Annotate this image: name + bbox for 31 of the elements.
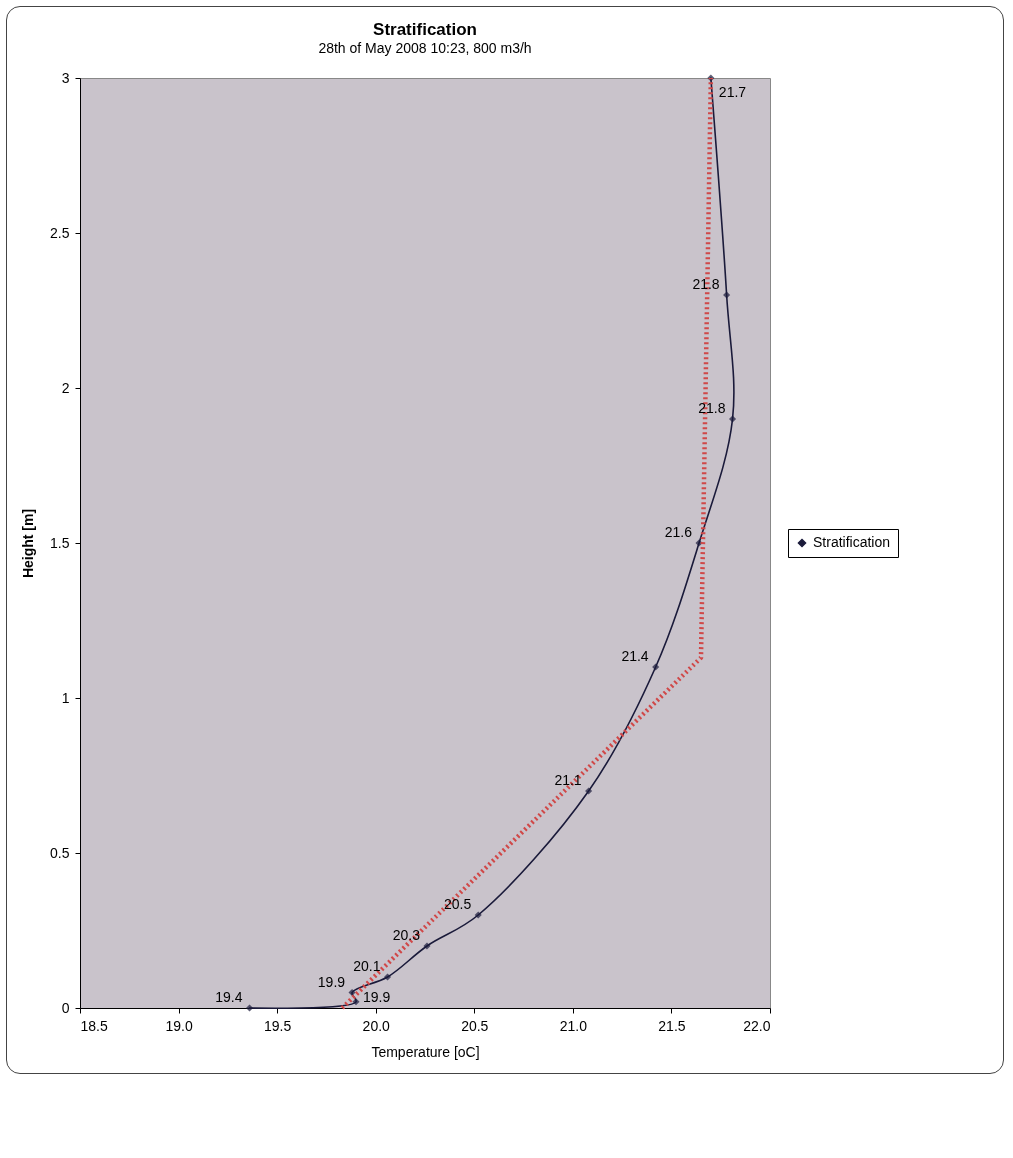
x-tick-label: 20.5 xyxy=(461,1017,489,1034)
annotation: 21.6 xyxy=(664,524,693,540)
y-tick-label: 0.5 xyxy=(50,844,70,861)
x-tick-label: 21.0 xyxy=(559,1017,588,1034)
annotation: 21.8 xyxy=(692,276,720,292)
annotation: 20.3 xyxy=(392,927,421,943)
annotation: 21.8 xyxy=(698,400,726,416)
x-tick-label: 18.5 xyxy=(80,1017,108,1034)
annotation: 19.4 xyxy=(215,989,243,1005)
annotation: 21.1 xyxy=(554,772,582,788)
x-tick-label: 19.5 xyxy=(264,1017,292,1034)
annotation: 21.4 xyxy=(621,648,649,664)
x-tick-label: 22.0 xyxy=(743,1017,771,1034)
y-tick-label: 2 xyxy=(61,379,70,396)
y-tick-label: 1 xyxy=(61,689,70,706)
x-tick-label: 21.5 xyxy=(658,1017,686,1034)
annotation: 19.9 xyxy=(317,973,346,990)
annotation: 21.7 xyxy=(718,84,747,100)
annotation: 19.9 xyxy=(363,988,391,1005)
y-tick-label: 0 xyxy=(61,999,70,1016)
chart-subtitle: 28th of May 2008 10:23, 800 m3/h xyxy=(318,40,532,56)
y-tick-label: 2.5 xyxy=(50,224,70,241)
y-tick-label: 3 xyxy=(61,69,70,86)
chart-title: Stratification xyxy=(373,20,477,39)
y-tick-label: 1.5 xyxy=(50,534,70,551)
x-axis-title: Temperature [oC] xyxy=(371,1043,480,1060)
x-tick-label: 19.0 xyxy=(165,1017,193,1034)
legend-label: Stratification xyxy=(813,534,891,550)
x-tick-label: 20.0 xyxy=(362,1017,391,1034)
y-axis-title: Height [m] xyxy=(20,508,37,579)
annotation: 20.1 xyxy=(353,958,381,974)
